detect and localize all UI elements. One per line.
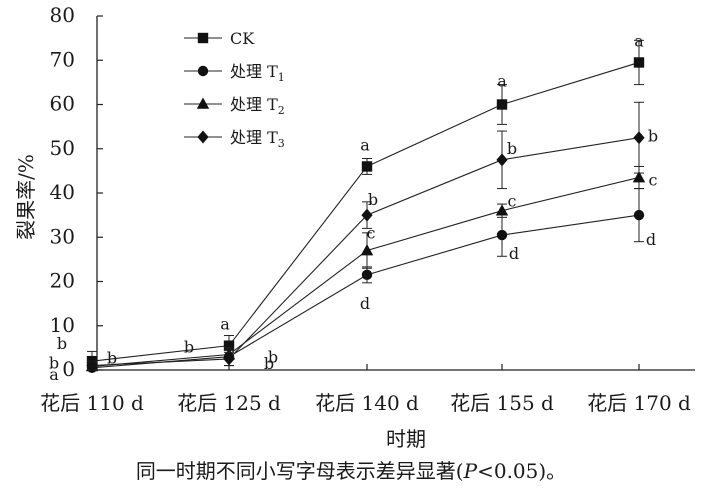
legend-item: 处理 T3 — [184, 128, 285, 150]
y-tick-label: 60 — [50, 92, 75, 116]
series-line — [91, 214, 640, 369]
legend-label-subscript: 3 — [278, 137, 285, 150]
legend-label: 处理 T1 — [230, 62, 285, 84]
legend-label-subscript: 1 — [278, 71, 285, 84]
significance-letter: b — [507, 139, 517, 158]
line-chart: 0 10 20 30 40 50 60 70 80 花后 110 d 花后 125 d 花后 140 … — [14, 3, 695, 451]
data-point — [86, 359, 98, 373]
y-tick-label: 50 — [50, 136, 75, 160]
data-point — [633, 131, 645, 145]
significance-letter: a — [220, 315, 230, 334]
x-tick-label: 花后 125 d — [177, 391, 281, 415]
legend-item: CK — [184, 29, 255, 48]
significance-letter: d — [646, 230, 656, 249]
data-point — [361, 269, 373, 281]
legend-label-subscript: 2 — [278, 104, 285, 117]
legend-marker — [196, 97, 210, 109]
y-tick-label: 80 — [50, 3, 75, 27]
significance-letter: a — [360, 135, 370, 154]
x-tick-label: 花后 140 d — [315, 391, 419, 415]
y-tick-label: 70 — [50, 47, 75, 71]
data-point — [496, 153, 508, 167]
y-tick-label: 10 — [50, 313, 75, 337]
data-point — [223, 340, 235, 351]
significance-letter: d — [509, 244, 519, 263]
figure-caption: 同一时期不同小写字母表示差异显著(P<0.05)。 — [0, 458, 702, 484]
significance-letter: b — [49, 353, 59, 372]
significance-letter: b — [368, 190, 378, 209]
legend-marker — [197, 65, 209, 77]
series-2 — [85, 165, 646, 372]
significance-letter: a — [49, 365, 59, 384]
y-tick-label: 40 — [50, 180, 75, 204]
data-point — [633, 57, 645, 68]
x-tick-label: 花后 155 d — [450, 391, 554, 415]
significance-letter: d — [360, 294, 370, 313]
significance-letter: c — [508, 192, 517, 211]
data-point — [495, 204, 509, 216]
significance-letter: a — [634, 31, 644, 50]
legend-label: 处理 T2 — [230, 95, 285, 117]
series-0 — [86, 39, 645, 371]
legend-marker — [197, 32, 209, 44]
data-point — [223, 352, 235, 366]
data-point — [496, 229, 508, 241]
y-tick-label: 20 — [50, 269, 75, 293]
data-point — [361, 161, 373, 172]
data-point — [633, 209, 645, 221]
significance-letter: b — [57, 334, 67, 353]
data-point — [360, 244, 374, 256]
caption-suffix: <0.05)。 — [477, 459, 567, 483]
legend-label-text: 处理 T — [230, 95, 278, 114]
data-point — [496, 99, 508, 110]
significance-letter: b — [107, 349, 117, 368]
legend-label: CK — [230, 29, 255, 48]
y-tick-label: 30 — [50, 224, 75, 248]
significance-letter: b — [268, 348, 278, 367]
legend-marker — [197, 130, 209, 144]
series-3 — [86, 101, 645, 373]
legend-label: 处理 T3 — [230, 128, 285, 150]
y-tick-label: 0 — [62, 357, 75, 381]
significance-letter: b — [648, 127, 658, 146]
significance-letter: b — [184, 338, 194, 357]
data-point — [632, 171, 646, 183]
significance-letter: b — [264, 354, 274, 373]
x-tick-label: 花后 110 d — [40, 391, 144, 415]
data-point — [361, 208, 373, 222]
significance-letter: a — [497, 72, 507, 91]
significance-letter: c — [367, 224, 376, 243]
legend-label-text: CK — [230, 29, 255, 48]
legend-label-text: 处理 T — [230, 62, 278, 81]
legend-label-text: 处理 T — [230, 128, 278, 147]
x-axis-title: 时期 — [386, 427, 426, 451]
x-tick-label: 花后 170 d — [587, 391, 691, 415]
legend-item: 处理 T2 — [184, 95, 285, 117]
legend-item: 处理 T1 — [184, 62, 285, 84]
significance-letter: c — [649, 171, 658, 190]
caption-prefix: 同一时期不同小写字母表示差异显著( — [135, 459, 464, 483]
caption-p: P — [463, 459, 478, 483]
y-axis-title: 裂果率/% — [14, 154, 38, 240]
